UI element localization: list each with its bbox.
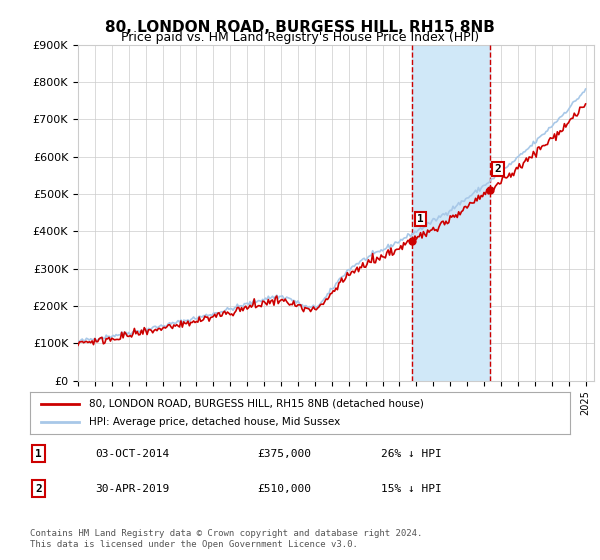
Text: 80, LONDON ROAD, BURGESS HILL, RH15 8NB (detached house): 80, LONDON ROAD, BURGESS HILL, RH15 8NB …: [89, 399, 424, 409]
Text: 26% ↓ HPI: 26% ↓ HPI: [381, 449, 442, 459]
Text: 15% ↓ HPI: 15% ↓ HPI: [381, 484, 442, 493]
Bar: [412, 45, 490, 381]
Text: £375,000: £375,000: [257, 449, 311, 459]
Text: 80, LONDON ROAD, BURGESS HILL, RH15 8NB: 80, LONDON ROAD, BURGESS HILL, RH15 8NB: [105, 20, 495, 35]
Text: HPI: Average price, detached house, Mid Sussex: HPI: Average price, detached house, Mid …: [89, 417, 341, 427]
Text: 1: 1: [417, 214, 424, 224]
Text: £510,000: £510,000: [257, 484, 311, 493]
Text: Price paid vs. HM Land Registry's House Price Index (HPI): Price paid vs. HM Land Registry's House …: [121, 31, 479, 44]
Text: 03-OCT-2014: 03-OCT-2014: [95, 449, 169, 459]
Text: 2: 2: [35, 484, 42, 493]
Text: 2: 2: [494, 164, 502, 174]
Text: Contains HM Land Registry data © Crown copyright and database right 2024.
This d: Contains HM Land Registry data © Crown c…: [30, 529, 422, 549]
Text: 1: 1: [35, 449, 42, 459]
Text: 30-APR-2019: 30-APR-2019: [95, 484, 169, 493]
